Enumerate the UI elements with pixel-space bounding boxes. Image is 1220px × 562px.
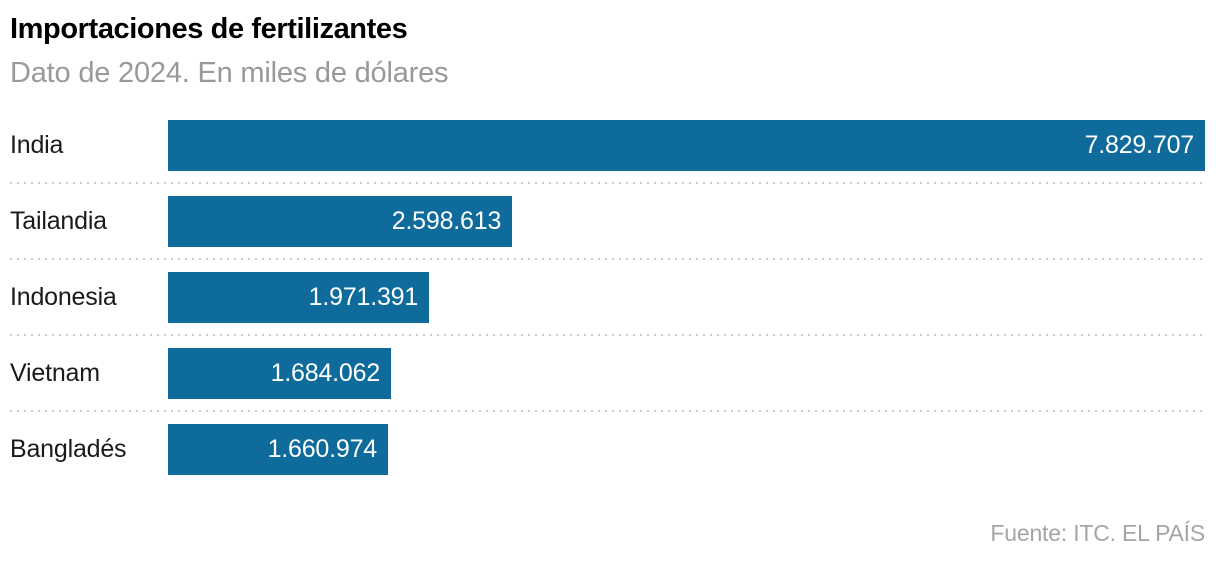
value-label: 1.684.062 (270, 358, 381, 387)
category-label: Bangladés (10, 434, 127, 463)
bar-track: 2.598.613 (168, 195, 1205, 247)
category-label: Indonesia (10, 282, 117, 311)
row-separator (10, 333, 1205, 336)
bar: 1.684.062 (168, 347, 392, 399)
bar-chart: India 7.829.707 Tailandia 2.598.613 Indonesi… (10, 119, 1205, 475)
row-separator (10, 409, 1205, 412)
bar-track: 1.971.391 (168, 271, 1205, 323)
value-label: 1.971.391 (308, 282, 419, 311)
bar-row: Vietnam 1.684.062 (10, 347, 1205, 399)
bar-row: India 7.829.707 (10, 119, 1205, 171)
bar: 2.598.613 (168, 195, 513, 247)
chart-title: Importaciones de fertilizantes (10, 13, 408, 45)
category-label: India (10, 130, 64, 159)
bar: 1.660.974 (168, 423, 388, 475)
bar-row: Bangladés 1.660.974 (10, 423, 1205, 475)
bar-row: Indonesia 1.971.391 (10, 271, 1205, 323)
row-separator (10, 181, 1205, 184)
row-separator (10, 257, 1205, 260)
category-label: Tailandia (10, 206, 107, 235)
bar-track: 1.660.974 (168, 423, 1205, 475)
bar-track: 7.829.707 (168, 119, 1205, 171)
chart-subtitle: Dato de 2024. En miles de dólares (10, 56, 449, 89)
bar-track: 1.684.062 (168, 347, 1205, 399)
bar: 1.971.391 (168, 271, 430, 323)
value-label: 7.829.707 (1084, 130, 1195, 159)
bar: 7.829.707 (168, 119, 1205, 171)
bar-row: Tailandia 2.598.613 (10, 195, 1205, 247)
value-label: 2.598.613 (391, 206, 502, 235)
value-label: 1.660.974 (267, 434, 378, 463)
category-label: Vietnam (10, 358, 100, 387)
source-credit: Fuente: ITC. EL PAÍS (990, 519, 1205, 546)
